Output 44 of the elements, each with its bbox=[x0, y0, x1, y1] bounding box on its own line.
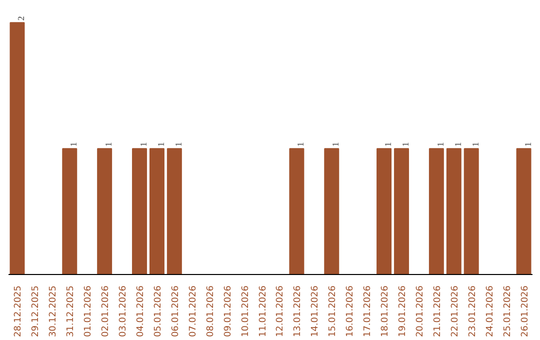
x-tick-label: 15.01.2026 bbox=[328, 285, 338, 338]
x-tick-label: 31.12.2025 bbox=[66, 286, 76, 338]
data-label: 1 bbox=[104, 142, 114, 147]
x-tick-label: 07.01.2026 bbox=[188, 285, 198, 338]
data-label: 1 bbox=[296, 142, 306, 147]
data-label: 1 bbox=[156, 142, 166, 147]
x-tick-label: 12.01.2026 bbox=[276, 285, 286, 338]
x-tick-label: 08.01.2026 bbox=[206, 285, 216, 338]
x-tick-label: 05.01.2026 bbox=[153, 285, 164, 338]
x-tick-label: 04.01.2026 bbox=[136, 285, 146, 338]
x-tick-label: 18.01.2026 bbox=[380, 285, 391, 338]
x-tick-label: 19.01.2026 bbox=[398, 285, 408, 338]
x-tick-label: 06.01.2026 bbox=[170, 285, 181, 338]
data-label: 1 bbox=[400, 142, 410, 147]
data-label: 1 bbox=[435, 142, 446, 147]
x-tick-label: 11.01.2026 bbox=[258, 285, 268, 338]
data-label: 1 bbox=[522, 142, 533, 147]
x-tick-label: 24.01.2026 bbox=[485, 285, 496, 338]
data-label: 1 bbox=[330, 142, 341, 147]
x-tick-label: 23.01.2026 bbox=[468, 285, 478, 338]
data-label: 1 bbox=[452, 142, 463, 147]
x-tick-label: 29.12.2025 bbox=[31, 286, 42, 338]
x-tick-label: 25.01.2026 bbox=[502, 285, 513, 338]
x-tick-label: 21.01.2026 bbox=[432, 285, 443, 338]
x-tick-label: 26.01.2026 bbox=[520, 285, 530, 338]
x-tick-label: 28.12.2025 bbox=[14, 286, 24, 338]
x-tick-label: 14.01.2026 bbox=[310, 285, 321, 338]
x-tick-label: 17.01.2026 bbox=[363, 285, 374, 338]
data-label: 2 bbox=[16, 16, 26, 21]
x-tick-label: 20.01.2026 bbox=[415, 285, 426, 338]
x-tick-label: 22.01.2026 bbox=[450, 285, 460, 338]
x-tick-label: 16.01.2026 bbox=[346, 285, 356, 338]
data-label: 1 bbox=[470, 142, 480, 147]
x-tick-label: 10.01.2026 bbox=[240, 285, 251, 338]
x-tick-label: 09.01.2026 bbox=[223, 285, 234, 338]
x-tick-label: 01.01.2026 bbox=[84, 285, 94, 338]
data-label: 1 bbox=[383, 142, 394, 147]
data-label: 1 bbox=[173, 142, 184, 147]
x-tick-label: 02.01.2026 bbox=[101, 285, 112, 338]
x-tick-label: 03.01.2026 bbox=[118, 285, 129, 338]
data-label: 1 bbox=[138, 142, 148, 147]
x-tick-label: 30.12.2025 bbox=[48, 286, 59, 338]
data-label: 1 bbox=[68, 142, 79, 147]
x-tick-label: 13.01.2026 bbox=[293, 285, 304, 338]
